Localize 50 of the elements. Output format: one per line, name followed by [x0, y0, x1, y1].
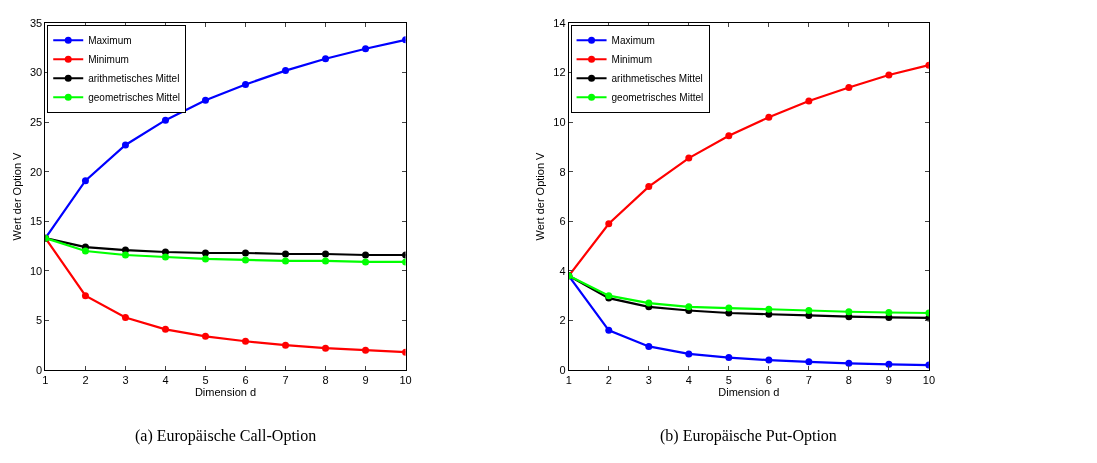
- legend-label: Minimum: [611, 54, 653, 66]
- x-tick-label: 3: [645, 374, 652, 387]
- x-tick-label: 6: [242, 374, 249, 387]
- x-tick-label: 4: [685, 374, 692, 387]
- y-tick-label: 30: [29, 66, 43, 79]
- x-tick-label: 5: [725, 374, 732, 387]
- y-axis-title: Wert der Option V: [533, 151, 546, 241]
- y-tick-label: 0: [559, 363, 566, 376]
- x-tick-label: 4: [162, 374, 169, 387]
- text: (a) Europäische Call-Option: [135, 427, 317, 445]
- y-tick-label: 35: [29, 16, 43, 29]
- y-tick-label: 10: [29, 264, 43, 277]
- y-tick-label: 0: [36, 363, 43, 376]
- x-tick-label: 2: [82, 374, 89, 387]
- legend-label: arithmetisches Mittel: [88, 73, 180, 85]
- y-tick-label: 20: [29, 165, 43, 178]
- x-tick-label: 7: [805, 374, 812, 387]
- legend-label: Maximum: [88, 35, 132, 47]
- y-axis-title: Wert der Option V: [10, 151, 23, 241]
- x-tick-label: 6: [765, 374, 772, 387]
- x-tick-label: 9: [362, 374, 369, 387]
- legend-label: arithmetisches Mittel: [611, 73, 703, 85]
- y-tick-label: 6: [559, 215, 566, 228]
- x-tick-label: 2: [605, 374, 612, 387]
- y-tick-label: 25: [29, 115, 43, 128]
- x-tick-label: 3: [122, 374, 129, 387]
- x-axis-title: Dimension d: [194, 386, 257, 399]
- y-tick-label: 15: [29, 215, 43, 228]
- legend-label: geometrisches Mittel: [88, 92, 180, 104]
- legend-label: geometrisches Mittel: [611, 92, 704, 104]
- x-tick-label: 8: [322, 374, 329, 387]
- x-tick-label: 9: [885, 374, 892, 387]
- x-tick-label: 10: [922, 374, 936, 387]
- y-tick-label: 8: [559, 165, 566, 178]
- legend-label: Maximum: [611, 35, 655, 47]
- x-tick-label: 7: [282, 374, 289, 387]
- y-tick-label: 2: [559, 314, 566, 327]
- legend-label: Minimum: [88, 54, 129, 66]
- x-axis-title: Dimension d: [718, 386, 780, 399]
- x-tick-label: 5: [202, 374, 209, 387]
- x-tick-label: 1: [565, 374, 572, 387]
- y-tick-label: 5: [36, 314, 43, 327]
- x-tick-label: 1: [42, 374, 49, 387]
- y-tick-label: 12: [553, 66, 566, 79]
- text: (b) Europäische Put-Option: [660, 427, 837, 445]
- y-tick-label: 14: [553, 16, 566, 29]
- x-tick-label: 10: [399, 374, 412, 387]
- y-tick-label: 4: [559, 264, 566, 277]
- y-tick-label: 10: [553, 115, 566, 128]
- x-tick-label: 8: [845, 374, 852, 387]
